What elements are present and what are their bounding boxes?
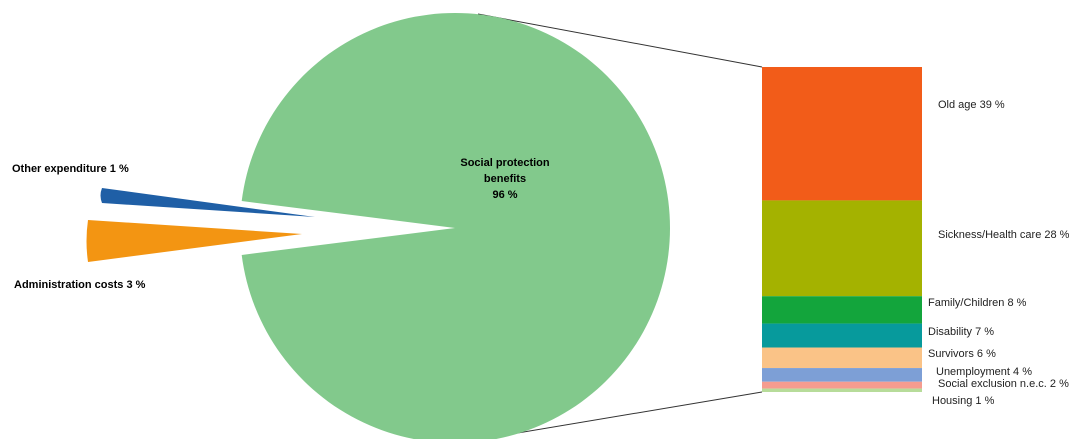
bar-label-housing: Housing 1 % bbox=[932, 395, 995, 407]
bar-label-sickness-health-care: Sickness/Health care 28 % bbox=[938, 229, 1070, 241]
pie bbox=[87, 13, 671, 439]
bar-segment-housing bbox=[762, 389, 922, 392]
bar-label-survivors: Survivors 6 % bbox=[928, 348, 996, 360]
bar-label-family-children: Family/Children 8 % bbox=[928, 297, 1027, 309]
bar-segment-survivors bbox=[762, 348, 922, 369]
pie-slice-social-protection-benefits bbox=[242, 13, 670, 439]
bar-label-old-age: Old age 39 % bbox=[938, 99, 1005, 111]
bar-segment-family-children bbox=[762, 296, 922, 323]
bar-label-social-exclusion-n-e-c: Social exclusion n.e.c. 2 % bbox=[938, 378, 1069, 390]
bar-segment-unemployment bbox=[762, 368, 922, 382]
bar-segment-social-exclusion-n-e-c bbox=[762, 382, 922, 389]
bar-segment-sickness-health-care bbox=[762, 200, 922, 296]
bar-segment-old-age bbox=[762, 67, 922, 200]
bar-segment-disability bbox=[762, 324, 922, 348]
pie-label-social-protection-benefits-2: 96 % bbox=[492, 189, 517, 201]
pie-label-social-protection-benefits-0: Social protection bbox=[460, 157, 550, 169]
pie-label-other-expenditure: Other expenditure 1 % bbox=[12, 163, 129, 175]
pie-label-social-protection-benefits-1: benefits bbox=[484, 173, 526, 185]
pie-label-administration-costs: Administration costs 3 % bbox=[14, 279, 146, 291]
breakdown-bar bbox=[762, 67, 922, 392]
bar-label-unemployment: Unemployment 4 % bbox=[936, 366, 1032, 378]
bar-label-disability: Disability 7 % bbox=[928, 326, 994, 338]
